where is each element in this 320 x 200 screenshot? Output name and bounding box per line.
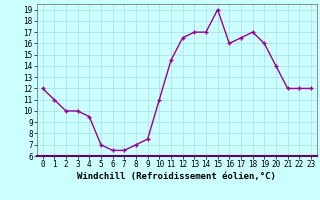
X-axis label: Windchill (Refroidissement éolien,°C): Windchill (Refroidissement éolien,°C): [77, 172, 276, 181]
